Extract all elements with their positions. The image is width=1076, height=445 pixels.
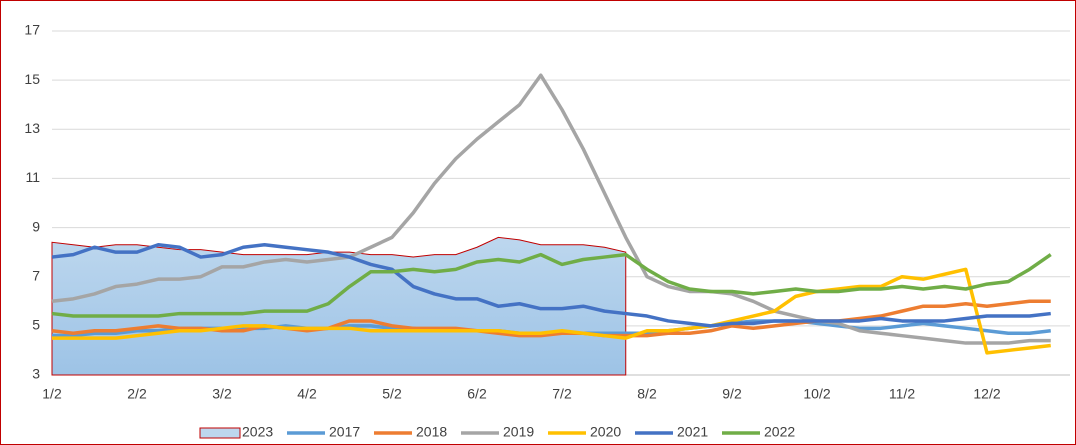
x-tick-label: 9/2: [722, 386, 742, 402]
x-tick-label: 6/2: [467, 386, 487, 402]
x-tick-label: 5/2: [382, 386, 402, 402]
area: [51, 236, 627, 376]
legend-label: 2023: [242, 424, 273, 440]
x-tick-label: 4/2: [297, 386, 317, 402]
x-tick-label: 11/2: [889, 386, 915, 402]
x-tick-label: 12/2: [973, 386, 1000, 402]
line: [51, 243, 1051, 328]
x-tick-label: 2/2: [127, 386, 147, 402]
y-tick-label: 15: [24, 71, 40, 87]
x-tick-label: 1/2: [42, 386, 62, 402]
y-tick-label: 5: [32, 317, 40, 333]
line: [52, 267, 1051, 355]
y-tick-label: 3: [32, 366, 40, 382]
legend-label: 2020: [590, 424, 621, 440]
legend-label: 2021: [677, 424, 708, 440]
y-tick-label: 9: [32, 218, 40, 234]
legend-swatch: [199, 427, 241, 439]
legend-label: 2019: [503, 424, 534, 440]
x-tick-label: 3/2: [212, 386, 232, 402]
x-tick-label: 8/2: [637, 386, 657, 402]
y-tick-label: 13: [24, 120, 40, 136]
legend-label: 2017: [329, 424, 360, 440]
y-tick-label: 11: [25, 169, 40, 185]
x-tick-label: 7/2: [552, 386, 572, 402]
x-tick-label: 10/2: [803, 386, 830, 402]
y-tick-label: 7: [32, 267, 40, 283]
line: [51, 73, 1051, 345]
line: [51, 252, 1052, 318]
legend-label: 2022: [764, 424, 795, 440]
y-tick-label: 17: [24, 22, 40, 38]
legend-label: 2018: [416, 424, 447, 440]
